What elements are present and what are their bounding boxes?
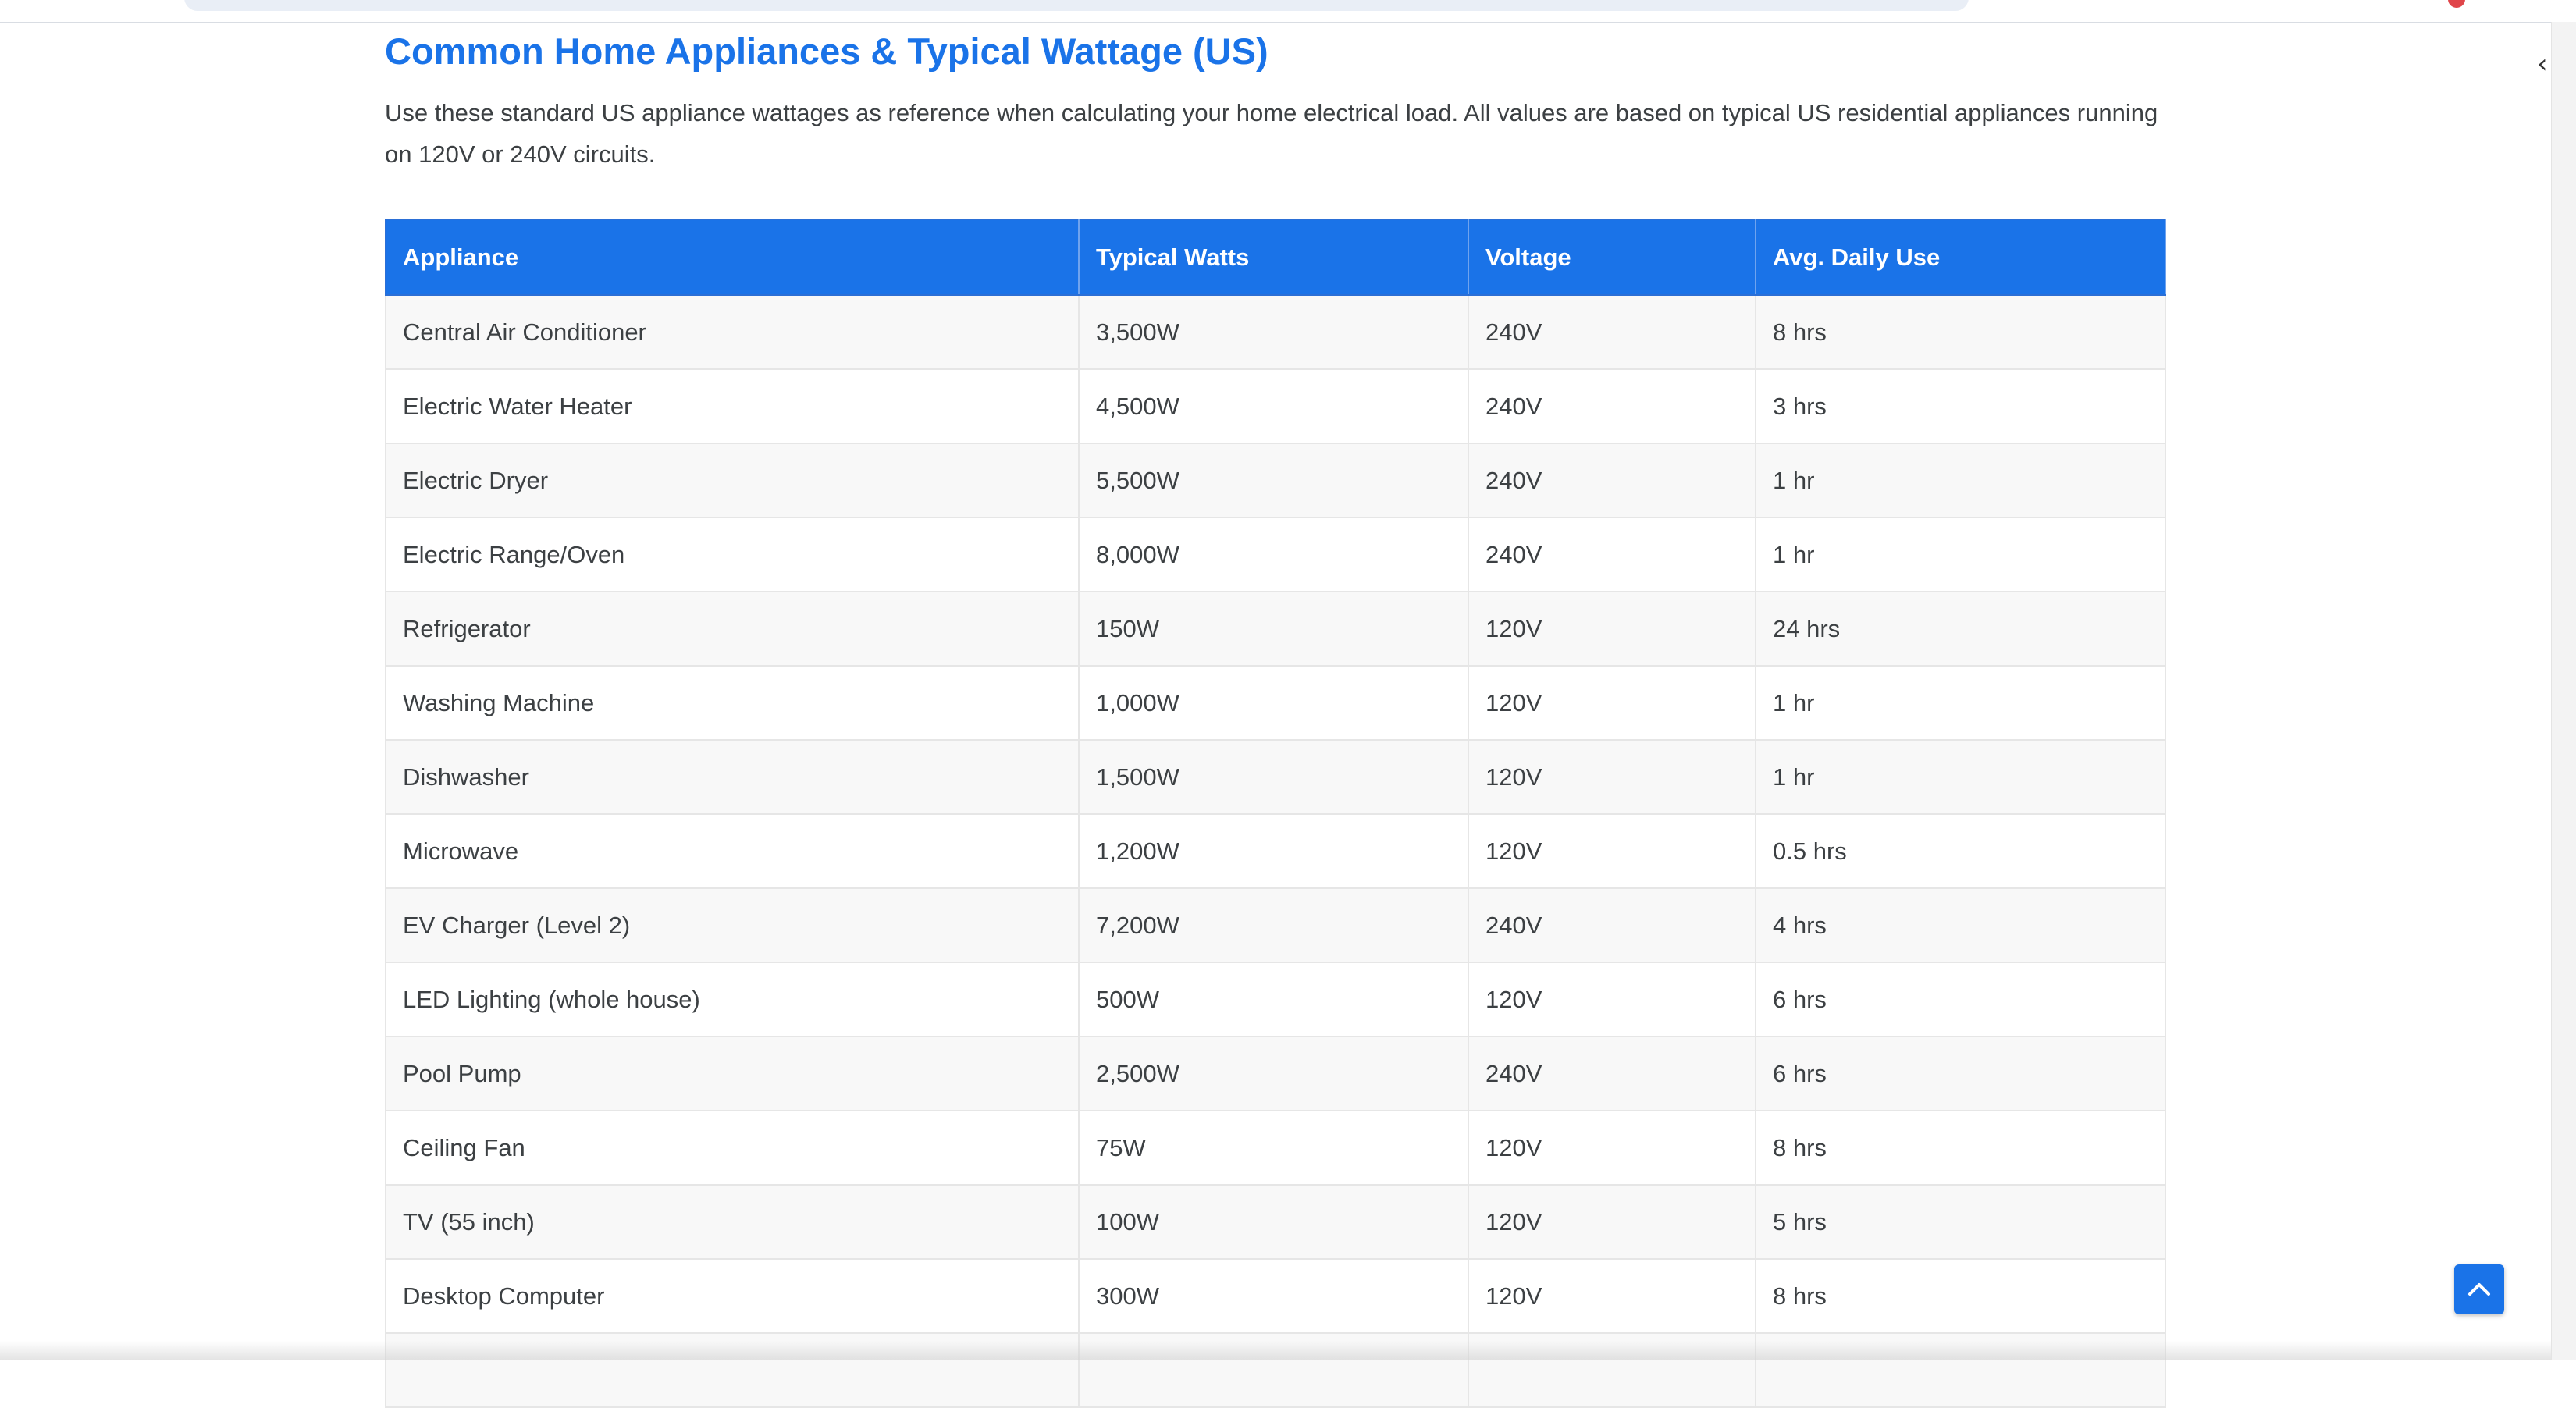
- table-row: Ceiling Fan 75W 120V 8 hrs: [385, 1110, 2166, 1186]
- chevron-up-icon: [2468, 1283, 2490, 1296]
- cell-voltage: 120V: [1468, 962, 1756, 1037]
- cell-voltage: 120V: [1468, 1184, 1756, 1260]
- header-appliance: Appliance: [385, 219, 1080, 296]
- table-row: Dishwasher 1,500W 120V 1 hr: [385, 739, 2166, 815]
- table-row: Washing Machine 1,000W 120V 1 hr: [385, 665, 2166, 741]
- cell-voltage: 120V: [1468, 591, 1756, 667]
- cell-voltage: 240V: [1468, 368, 1756, 444]
- cell-watts: 300W: [1078, 1258, 1469, 1334]
- cell-appliance: Refrigerator: [385, 591, 1080, 667]
- cell-voltage: 240V: [1468, 443, 1756, 518]
- cell-daily-use: 5 hrs: [1755, 1184, 2166, 1260]
- cell-appliance: Ceiling Fan: [385, 1110, 1080, 1186]
- main-content: Common Home Appliances & Typical Wattage…: [385, 22, 2166, 1408]
- cell-appliance: EV Charger (Level 2): [385, 887, 1080, 963]
- cell-daily-use: 24 hrs: [1755, 591, 2166, 667]
- cell-appliance: Desktop Computer: [385, 1258, 1080, 1334]
- cell-watts: 3,500W: [1078, 294, 1469, 370]
- cell-daily-use: 4 hrs: [1755, 887, 2166, 963]
- cell-voltage: 120V: [1468, 1110, 1756, 1186]
- cell-appliance: Pool Pump: [385, 1036, 1080, 1111]
- table-header-row: Appliance Typical Watts Voltage Avg. Dai…: [385, 219, 2166, 296]
- cell-watts: 500W: [1078, 962, 1469, 1037]
- cell-watts: 75W: [1078, 1110, 1469, 1186]
- cell-watts: 1,200W: [1078, 813, 1469, 889]
- notification-dot-icon: [2448, 0, 2465, 8]
- cell-watts: 7,200W: [1078, 887, 1469, 963]
- table-row: Pool Pump 2,500W 240V 6 hrs: [385, 1036, 2166, 1111]
- browser-top-strip: [0, 0, 2576, 23]
- table-row: Desktop Computer 300W 120V 8 hrs: [385, 1258, 2166, 1334]
- cell-watts: 2,500W: [1078, 1036, 1469, 1111]
- cell-voltage: 240V: [1468, 1036, 1756, 1111]
- cell-appliance: Electric Dryer: [385, 443, 1080, 518]
- table-row: TV (55 inch) 100W 120V 5 hrs: [385, 1184, 2166, 1260]
- scrollbar[interactable]: [2551, 22, 2576, 1360]
- cell-daily-use: 1 hr: [1755, 665, 2166, 741]
- address-bar[interactable]: [184, 0, 1969, 11]
- cell-daily-use: 8 hrs: [1755, 1258, 2166, 1334]
- cell-watts: 150W: [1078, 591, 1469, 667]
- cell-voltage: 120V: [1468, 665, 1756, 741]
- cell-appliance: TV (55 inch): [385, 1184, 1080, 1260]
- cell-watts: 1,500W: [1078, 739, 1469, 815]
- cell-appliance: Microwave: [385, 813, 1080, 889]
- intro-paragraph: Use these standard US appliance wattages…: [385, 99, 2158, 168]
- page-title: Common Home Appliances & Typical Wattage…: [385, 30, 1268, 72]
- cell-appliance: Central Air Conditioner: [385, 294, 1080, 370]
- cell-appliance: Washing Machine: [385, 665, 1080, 741]
- cell-appliance: Electric Water Heater: [385, 368, 1080, 444]
- collapse-chevron-icon[interactable]: ‹: [2537, 48, 2548, 80]
- cell-daily-use: 6 hrs: [1755, 1036, 2166, 1111]
- table-row: Electric Water Heater 4,500W 240V 3 hrs: [385, 368, 2166, 444]
- cell-voltage: 120V: [1468, 739, 1756, 815]
- cell-appliance: Electric Range/Oven: [385, 517, 1080, 592]
- table-row: Central Air Conditioner 3,500W 240V 8 hr…: [385, 294, 2166, 370]
- back-to-top-button[interactable]: [2454, 1264, 2504, 1314]
- table-row: LED Lighting (whole house) 500W 120V 6 h…: [385, 962, 2166, 1037]
- cell-watts: 4,500W: [1078, 368, 1469, 444]
- cell-voltage: 120V: [1468, 813, 1756, 889]
- table-row: Electric Range/Oven 8,000W 240V 1 hr: [385, 517, 2166, 592]
- table-row: Electric Dryer 5,500W 240V 1 hr: [385, 443, 2166, 518]
- table-row: Microwave 1,200W 120V 0.5 hrs: [385, 813, 2166, 889]
- cell-daily-use: 1 hr: [1755, 443, 2166, 518]
- cell-daily-use: 3 hrs: [1755, 368, 2166, 444]
- table-row-partial: [385, 1332, 2166, 1408]
- cell-daily-use: 8 hrs: [1755, 294, 2166, 370]
- cell-daily-use: 1 hr: [1755, 739, 2166, 815]
- cell-appliance: Dishwasher: [385, 739, 1080, 815]
- header-avg-daily-use: Avg. Daily Use: [1755, 219, 2166, 296]
- table-row: EV Charger (Level 2) 7,200W 240V 4 hrs: [385, 887, 2166, 963]
- cell-daily-use: 0.5 hrs: [1755, 813, 2166, 889]
- cell-watts: 5,500W: [1078, 443, 1469, 518]
- cell-daily-use: 8 hrs: [1755, 1110, 2166, 1186]
- cell-daily-use: 6 hrs: [1755, 962, 2166, 1037]
- cell-voltage: 240V: [1468, 517, 1756, 592]
- cell-appliance: LED Lighting (whole house): [385, 962, 1080, 1037]
- cell-watts: 1,000W: [1078, 665, 1469, 741]
- cell-watts: 8,000W: [1078, 517, 1469, 592]
- cell-watts: 100W: [1078, 1184, 1469, 1260]
- cell-voltage: 240V: [1468, 294, 1756, 370]
- table-row: Refrigerator 150W 120V 24 hrs: [385, 591, 2166, 667]
- header-typical-watts: Typical Watts: [1078, 219, 1469, 296]
- cell-voltage: 240V: [1468, 887, 1756, 963]
- header-voltage: Voltage: [1468, 219, 1756, 296]
- cell-daily-use: 1 hr: [1755, 517, 2166, 592]
- appliance-wattage-table: Appliance Typical Watts Voltage Avg. Dai…: [385, 219, 2166, 1408]
- cell-voltage: 120V: [1468, 1258, 1756, 1334]
